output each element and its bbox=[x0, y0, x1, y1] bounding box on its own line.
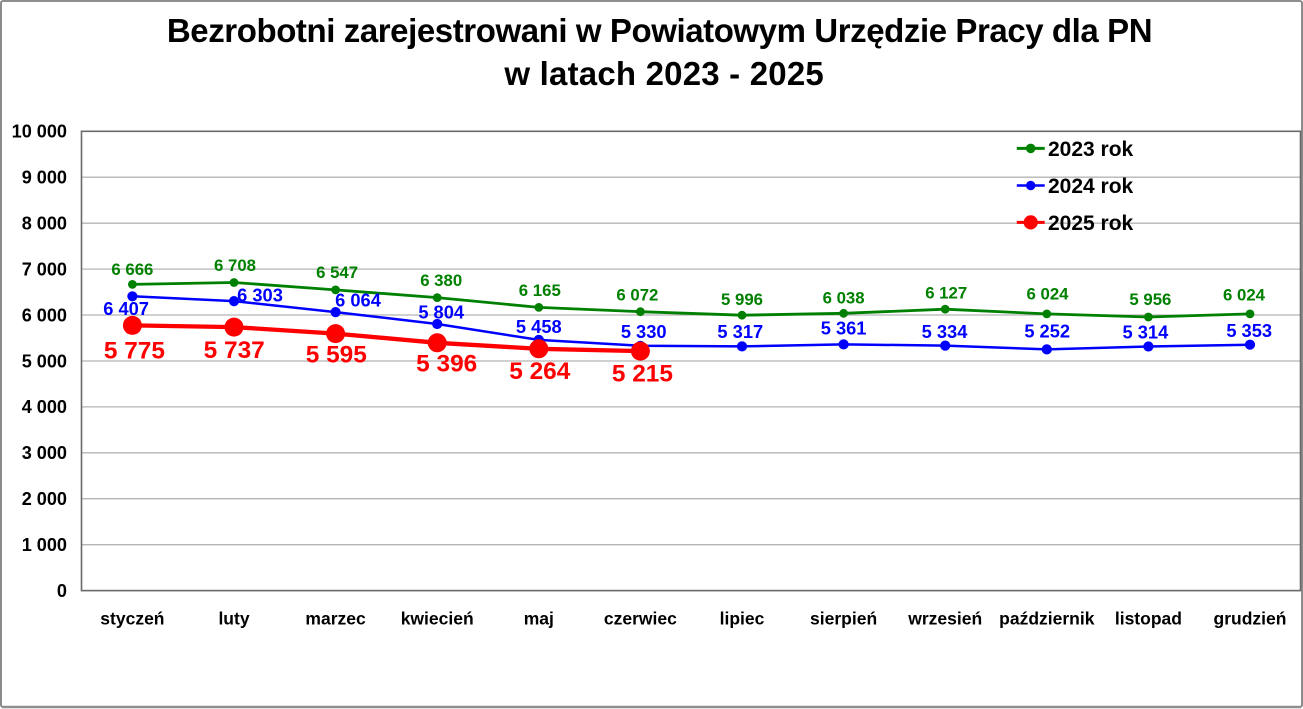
svg-text:Bezrobotni zarejestrowani w Po: Bezrobotni zarejestrowani w Powiatowym U… bbox=[167, 12, 1152, 49]
svg-text:maj: maj bbox=[524, 609, 554, 629]
svg-text:6 708: 6 708 bbox=[214, 256, 256, 275]
svg-text:5 252: 5 252 bbox=[1024, 320, 1070, 341]
svg-text:6 666: 6 666 bbox=[111, 260, 153, 279]
svg-text:2023 rok: 2023 rok bbox=[1048, 138, 1134, 161]
svg-text:7 000: 7 000 bbox=[22, 259, 67, 279]
svg-text:5 737: 5 737 bbox=[204, 337, 265, 364]
svg-text:5 264: 5 264 bbox=[509, 358, 570, 385]
svg-text:6 024: 6 024 bbox=[1223, 285, 1266, 304]
svg-text:5 996: 5 996 bbox=[721, 290, 763, 309]
svg-text:styczeń: styczeń bbox=[100, 609, 164, 629]
svg-text:6 165: 6 165 bbox=[519, 281, 561, 300]
svg-text:5 314: 5 314 bbox=[1123, 321, 1170, 342]
svg-text:5 334: 5 334 bbox=[922, 321, 969, 342]
svg-text:5 396: 5 396 bbox=[416, 351, 477, 378]
svg-text:6 064: 6 064 bbox=[335, 289, 382, 310]
svg-text:3 000: 3 000 bbox=[22, 443, 67, 463]
svg-text:6 024: 6 024 bbox=[1027, 285, 1070, 304]
svg-text:9 000: 9 000 bbox=[22, 168, 67, 188]
svg-text:6 380: 6 380 bbox=[420, 271, 462, 290]
svg-text:6 038: 6 038 bbox=[823, 288, 865, 307]
svg-text:5 330: 5 330 bbox=[621, 321, 667, 342]
svg-text:6 072: 6 072 bbox=[616, 285, 658, 304]
svg-text:5 361: 5 361 bbox=[821, 318, 867, 339]
svg-text:kwiecień: kwiecień bbox=[401, 609, 474, 629]
svg-text:czerwiec: czerwiec bbox=[604, 609, 677, 629]
svg-text:grudzień: grudzień bbox=[1214, 609, 1287, 629]
svg-text:5 956: 5 956 bbox=[1129, 290, 1171, 309]
svg-text:5 595: 5 595 bbox=[306, 342, 367, 369]
svg-text:lipiec: lipiec bbox=[720, 609, 765, 629]
svg-text:5 317: 5 317 bbox=[717, 321, 763, 342]
svg-text:5 215: 5 215 bbox=[612, 361, 673, 388]
svg-text:1 000: 1 000 bbox=[22, 535, 67, 555]
svg-text:6 547: 6 547 bbox=[316, 263, 358, 282]
svg-text:5 353: 5 353 bbox=[1226, 320, 1272, 341]
svg-text:5 458: 5 458 bbox=[516, 316, 562, 337]
svg-text:marzec: marzec bbox=[305, 609, 366, 629]
svg-text:sierpień: sierpień bbox=[810, 609, 877, 629]
svg-text:6 303: 6 303 bbox=[237, 285, 283, 306]
svg-text:październik: październik bbox=[999, 609, 1095, 629]
svg-text:5 804: 5 804 bbox=[418, 301, 465, 322]
svg-text:0: 0 bbox=[57, 581, 67, 601]
svg-text:w latach 2023 - 2025: w latach 2023 - 2025 bbox=[503, 55, 824, 92]
svg-text:luty: luty bbox=[218, 609, 249, 629]
svg-text:5 775: 5 775 bbox=[104, 337, 165, 364]
svg-text:2 000: 2 000 bbox=[22, 489, 67, 509]
svg-text:wrzesień: wrzesień bbox=[907, 609, 982, 629]
svg-text:5 000: 5 000 bbox=[22, 351, 67, 371]
svg-text:6 407: 6 407 bbox=[103, 298, 149, 319]
svg-text:8 000: 8 000 bbox=[22, 214, 67, 234]
svg-text:listopad: listopad bbox=[1115, 609, 1182, 629]
svg-text:4 000: 4 000 bbox=[22, 397, 67, 417]
svg-text:6 127: 6 127 bbox=[925, 284, 967, 303]
svg-text:6 000: 6 000 bbox=[22, 305, 67, 325]
svg-text:10 000: 10 000 bbox=[12, 122, 67, 142]
svg-text:2024 rok: 2024 rok bbox=[1048, 175, 1134, 198]
svg-text:2025 rok: 2025 rok bbox=[1048, 212, 1134, 235]
